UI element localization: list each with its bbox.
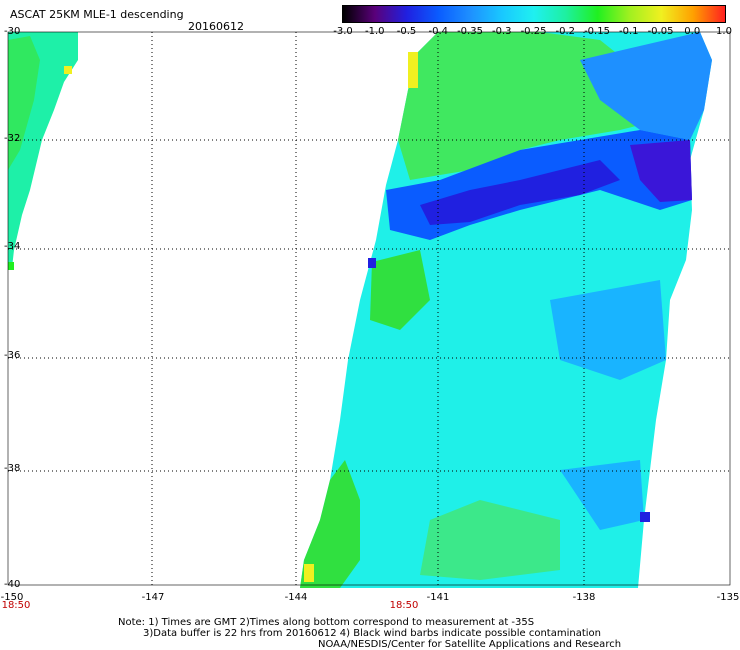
x-label: -147 [141,592,165,603]
deep-blue-core [420,160,620,225]
colorbar-tick-label: -3.0 [333,26,353,37]
y-label: -38 [4,463,21,474]
colorbar-tick-label: 0.0 [684,26,701,37]
colorbar-tick-label: -0.05 [647,26,674,37]
product-title: ASCAT 25KM MLE-1 descending [10,8,184,21]
yellow-cells-north [408,52,418,88]
left-swath-green-cell [8,262,14,270]
x-label: -150 [0,592,24,603]
x-label: -138 [572,592,596,603]
colorbar [342,5,726,23]
green-region-south-2 [420,500,560,580]
left-swath-yellow-cell [64,66,72,74]
blue-cell-se [640,512,650,522]
green-region-south [300,460,360,588]
note-line-2: 3)Data buffer is 22 hrs from 20160612 4)… [143,628,601,639]
colorbar-tick-label: -0.1 [618,26,639,37]
note-line-3: NOAA/NESDIS/Center for Satellite Applica… [318,639,622,650]
colorbar-tick-label: -0.15 [584,26,610,37]
colorbar-tick-label: -0.2 [555,26,576,37]
note-line-1: Note: 1) Times are GMT 2)Times along bot… [118,617,535,628]
grid-lines [8,32,730,585]
plot-frame [7,31,731,586]
y-label: -36 [4,350,21,361]
green-region-west [370,250,430,330]
yellow-cells-south [304,564,314,582]
y-label: -40 [4,579,21,590]
x-label: -135 [716,592,740,603]
x-label: -144 [284,592,308,603]
purple-core-east [630,140,692,202]
blue-region-ne [580,32,712,140]
pass-time-label: 18:50 [389,600,419,611]
left-swath-green-patch [8,36,40,170]
product-date: 20160612 [188,20,244,33]
colorbar-tick-label: -0.35 [457,26,483,37]
colorbar-tick-label: -0.25 [520,26,547,37]
y-label: -34 [4,241,21,252]
y-label: -32 [4,133,21,144]
x-label: -141 [426,592,450,603]
colorbar-tick-label: -0.4 [428,26,449,37]
blue-cell-west [368,258,376,268]
pass-time-label: 18:50 [1,600,31,611]
blue-region-se [560,460,644,530]
data-swaths [8,32,712,588]
blue-region-east [550,280,666,380]
colorbar-tick-label: -0.5 [396,26,417,37]
colorbar-tick-label: 1.0 [716,26,732,37]
y-label: -30 [4,26,21,37]
colorbar-tick-label: -1.0 [364,26,385,37]
colorbar-tick-label: -0.3 [491,26,512,37]
